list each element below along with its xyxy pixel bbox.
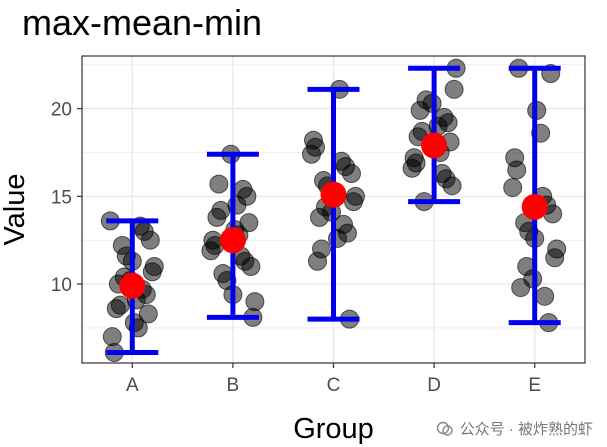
- data-point-b: [233, 179, 253, 199]
- errorbar-layer: [106, 65, 561, 355]
- watermark-text: 公众号 · 被炸熟的虾: [459, 421, 593, 438]
- mean-layer: [119, 132, 548, 299]
- y-tick-label: 15: [51, 187, 72, 208]
- data-point-a: [144, 257, 164, 277]
- data-point-c: [312, 239, 331, 259]
- mean-point-b: [219, 227, 246, 254]
- data-point-a: [110, 295, 130, 315]
- y-axis-title: Value: [0, 173, 31, 245]
- wechat-icon: [436, 421, 453, 436]
- mean-point-e: [521, 193, 548, 220]
- data-point-c: [346, 186, 365, 206]
- watermark: 公众号 · 被炸熟的虾: [436, 418, 593, 439]
- data-point-e: [505, 148, 525, 168]
- data-point-e: [535, 286, 555, 306]
- mean-point-d: [421, 132, 448, 159]
- data-point-b: [209, 174, 229, 194]
- x-tick-label: C: [327, 375, 341, 396]
- data-point-d: [404, 148, 424, 168]
- data-point-e: [503, 178, 523, 198]
- data-point-b: [239, 213, 259, 233]
- data-point-d: [434, 107, 454, 127]
- data-point-c: [304, 130, 323, 150]
- mean-point-c: [320, 181, 347, 208]
- mean-point-a: [119, 272, 146, 299]
- data-point-b: [245, 292, 265, 312]
- data-point-e: [547, 239, 567, 259]
- x-axis-title: Group: [293, 413, 374, 445]
- data-point-b: [213, 264, 233, 284]
- y-tick-label: 10: [51, 275, 72, 296]
- chart-title: max-mean-min: [22, 2, 263, 43]
- x-tick-label: E: [528, 375, 541, 396]
- x-tick-label: D: [427, 375, 441, 396]
- data-point-a: [102, 327, 122, 347]
- axis-layer: 10 15 20 A B C D E: [51, 100, 541, 396]
- data-point-d: [444, 79, 464, 99]
- x-tick-label: B: [227, 375, 240, 396]
- data-point-a: [112, 235, 132, 255]
- x-tick-label: A: [126, 375, 139, 396]
- data-point-b: [203, 230, 223, 250]
- data-point-a: [138, 304, 158, 324]
- y-tick-label: 20: [51, 100, 72, 121]
- data-point-b: [211, 200, 231, 220]
